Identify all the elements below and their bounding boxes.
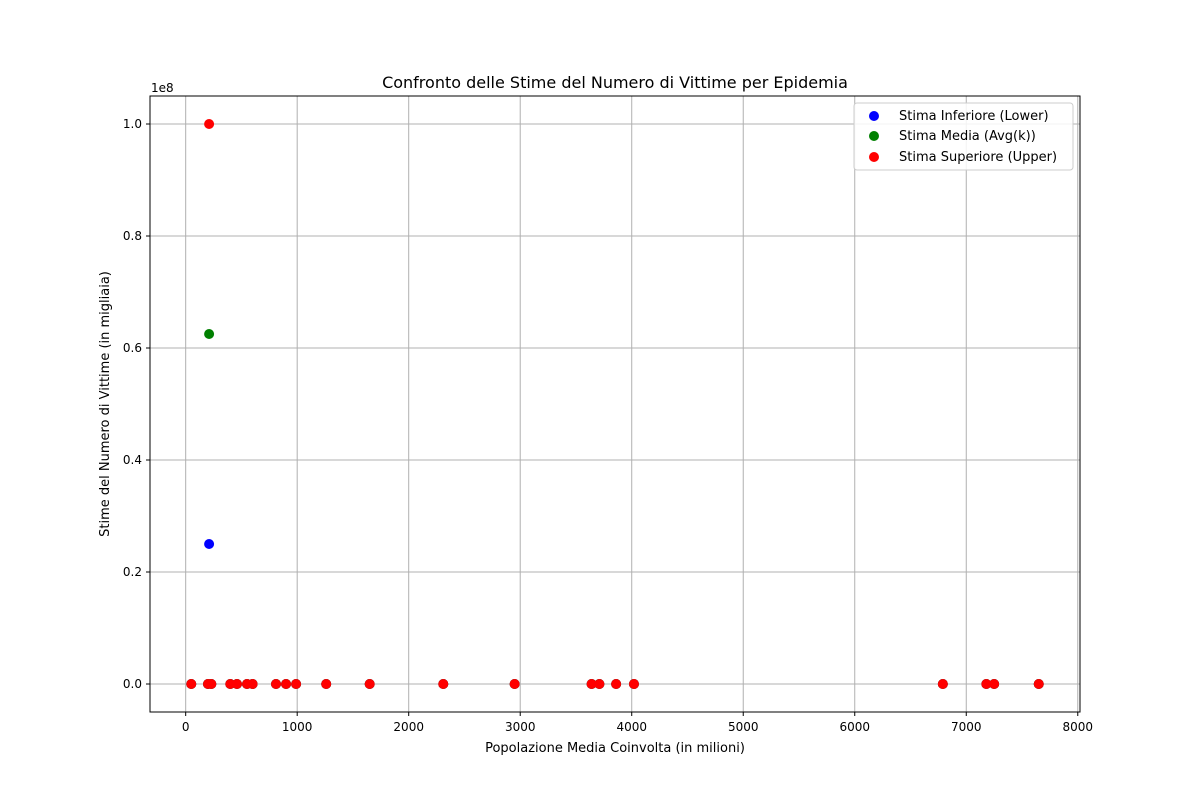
data-point-upper: [981, 679, 992, 689]
data-point-upper: [186, 679, 197, 689]
data-point-upper: [594, 679, 605, 689]
data-point-avg: [204, 329, 215, 339]
axis-ticks: 0 1000 2000 3000 4000 5000 6000 7000 8000 0.0 0.2 0…: [123, 117, 1093, 734]
y-offset-label: 1e8: [151, 81, 174, 95]
x-tick-label: 8000: [1062, 720, 1093, 734]
y-tick-label: 0.6: [123, 341, 142, 355]
chart-title: Confronto delle Stime del Numero di Vitt…: [382, 73, 848, 92]
data-point-upper: [937, 679, 948, 689]
data-point-upper: [206, 679, 217, 689]
legend-marker-lower: [869, 111, 879, 121]
data-point-upper: [247, 679, 258, 689]
data-point-upper: [611, 679, 622, 689]
x-tick-label: 4000: [616, 720, 647, 734]
data-point-upper: [231, 679, 242, 689]
legend-label-lower: Stima Inferiore (Lower): [899, 109, 1049, 124]
legend-label-avg: Stima Media (Avg(k)): [899, 129, 1036, 144]
y-tick-label: 1.0: [123, 117, 142, 131]
data-point-upper: [271, 679, 282, 689]
data-point-upper: [586, 679, 597, 689]
x-tick-label: 3000: [505, 720, 536, 734]
data-point-upper: [989, 679, 1000, 689]
y-tick-label: 0.4: [123, 453, 142, 467]
data-point-lower: [204, 539, 215, 549]
x-tick-label: 6000: [839, 720, 870, 734]
legend-box: [853, 102, 1074, 171]
y-tick-label: 0.2: [123, 565, 142, 579]
x-axis-title: Popolazione Media Coinvolta (in milioni): [485, 741, 745, 756]
legend-marker-avg: [869, 131, 879, 141]
data-point-upper: [281, 679, 292, 689]
y-tick-label: 0.0: [123, 677, 142, 691]
x-tick-label: 1000: [282, 720, 313, 734]
legend: Stima Inferiore (Lower) Stima Media (Avg…: [853, 102, 1074, 171]
x-tick-label: 0: [182, 720, 190, 734]
data-points: [186, 119, 1044, 689]
y-axis-title: Stime del Numero di Vittime (in migliaia…: [98, 271, 113, 537]
data-point-upper: [438, 679, 449, 689]
data-point-upper: [509, 679, 520, 689]
data-point-upper: [628, 679, 639, 689]
legend-label-upper: Stima Superiore (Upper): [899, 150, 1057, 165]
data-point-upper: [364, 679, 375, 689]
y-tick-label: 0.8: [123, 229, 142, 243]
data-point-upper: [1033, 679, 1044, 689]
data-point-upper: [204, 119, 215, 129]
plot-frame: [149, 95, 1081, 713]
legend-marker-upper: [869, 152, 879, 162]
data-point-upper: [321, 679, 332, 689]
x-tick-label: 2000: [393, 720, 424, 734]
x-tick-label: 5000: [728, 720, 759, 734]
x-tick-label: 7000: [951, 720, 982, 734]
data-point-upper: [291, 679, 302, 689]
series-upper: [186, 119, 1044, 689]
